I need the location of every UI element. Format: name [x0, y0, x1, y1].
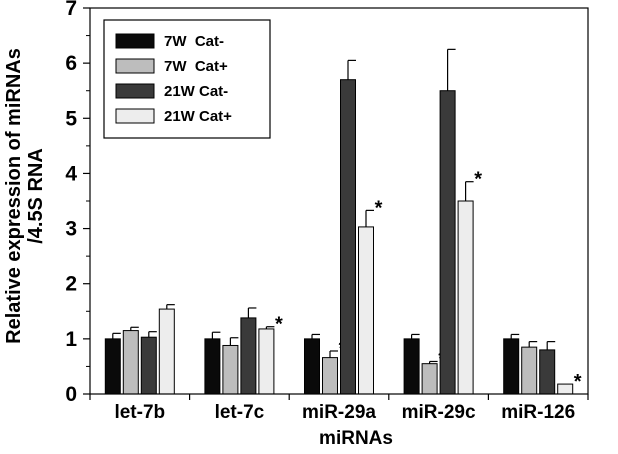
- legend-label: 7W Cat+: [164, 58, 228, 75]
- bar-miR-29c-0: [403, 338, 420, 395]
- y-tick-label: 6: [65, 52, 77, 75]
- legend-label: 21W Cat-: [164, 83, 228, 100]
- bar-miR-29c-1: [421, 363, 438, 395]
- y-tick-label: 3: [65, 218, 77, 241]
- bar-miR-29c-2: [439, 90, 456, 395]
- bar-let-7b-2: [140, 336, 157, 395]
- bar-miR-29a-3: [358, 226, 374, 395]
- bar-let-7c-2: [240, 317, 257, 395]
- bar-miR-126-3: [557, 383, 574, 395]
- bar-let-7b-3: [158, 308, 175, 395]
- bar-miR-29a-1: [322, 357, 338, 395]
- axes-group: let-7b let-7c miR-29a miR-29c miR-126 0 1 2 3 4 5 6…: [65, 0, 589, 423]
- legend-label: 7W Cat-: [164, 33, 224, 50]
- legend-swatch: [115, 108, 155, 124]
- y-axis-title-line-2: /4.5S RNA: [25, 148, 47, 244]
- y-tick-label: 1: [65, 328, 77, 351]
- bar-miR-126-2: [539, 349, 556, 395]
- legend-swatch: [115, 58, 155, 74]
- y-axis-title-line-1: Relative expression of miRNAs: [3, 48, 25, 344]
- bar-let-7b-0: [104, 338, 121, 395]
- bar-let-7c-0: [204, 338, 221, 395]
- legend-label: 21W Cat+: [164, 108, 232, 125]
- bar-let-7b-1: [122, 330, 139, 395]
- bar-miR-29a-0: [304, 338, 320, 395]
- legend-swatch: [115, 83, 155, 99]
- significance-star: *: [275, 314, 283, 336]
- x-tick-label: let-7b: [114, 402, 165, 423]
- bar-let-7c-1: [222, 344, 239, 395]
- legend: 7W Cat- 7W Cat+ 21W Cat- 21W Cat+: [103, 19, 271, 139]
- y-tick-label: 0: [65, 383, 77, 406]
- bar-miR-126-0: [503, 338, 520, 395]
- x-axis-title: miRNAs: [319, 428, 393, 449]
- x-tick-label: miR-29c: [402, 402, 476, 423]
- significance-star: *: [474, 169, 482, 191]
- x-tick-label: let-7c: [215, 402, 265, 423]
- x-tick-label: miR-29a: [302, 402, 376, 423]
- y-tick-label: 5: [65, 107, 77, 130]
- x-tick-label: miR-126: [501, 402, 575, 423]
- significance-star: *: [375, 197, 383, 219]
- legend-swatch: [115, 33, 155, 49]
- bar-miR-126-1: [521, 346, 538, 395]
- bar-miR-29c-3: [457, 200, 474, 395]
- bar-miR-29a-2: [340, 79, 356, 395]
- y-tick-label: 2: [65, 273, 77, 296]
- y-tick-label: 7: [65, 0, 77, 20]
- bar-let-7c-3: [258, 328, 275, 395]
- significance-star: *: [574, 371, 582, 393]
- y-tick-label: 4: [65, 162, 77, 185]
